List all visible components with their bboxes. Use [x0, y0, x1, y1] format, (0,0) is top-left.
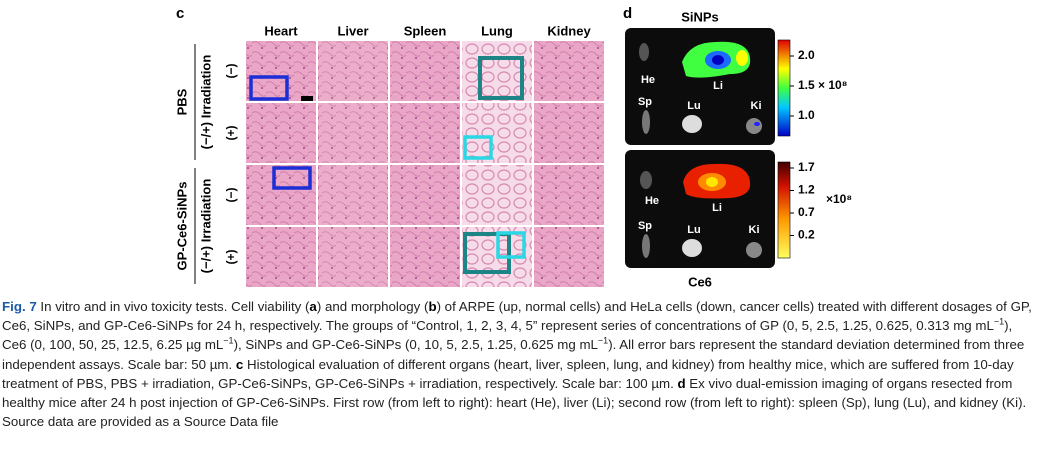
row-label: (−) [224, 63, 238, 78]
histology-image [246, 227, 316, 287]
scale-bar [301, 96, 313, 101]
histology-image [390, 103, 460, 163]
row-label: (+) [224, 249, 238, 264]
caption-part: ). All error bars represent the standard… [2, 337, 1025, 372]
organ-label: Sp [638, 220, 652, 232]
histology-image [390, 227, 460, 287]
caption-part: d [677, 375, 686, 391]
row-label: (+) [224, 125, 238, 140]
histology-image [534, 227, 604, 287]
caption-part: Ex vivo dual-emission imaging of organs … [2, 375, 1027, 430]
caption-part: Histological evaluation of different org… [2, 356, 1014, 391]
highlight-box [478, 56, 524, 100]
organ-label: Lu [687, 100, 700, 112]
caption-part: a [309, 299, 317, 314]
histology-image [318, 165, 388, 225]
column-header: Spleen [404, 23, 447, 38]
highlight-box [496, 231, 526, 259]
colorbar-tick-label: 1.7 [798, 160, 815, 174]
caption-part: Fig. 7 [2, 299, 37, 314]
column-header: Liver [337, 23, 368, 38]
organ-label: Li [712, 202, 722, 214]
histology-image [390, 41, 460, 101]
caption-part: ) of ARPE (up, normal cells) and HeLa ce… [2, 299, 1032, 334]
panel-label: d [623, 5, 632, 22]
condition-label: (−/+) Irradiation [198, 55, 213, 150]
highlight-box [272, 166, 312, 190]
histology-image [318, 41, 388, 101]
histology-grid [246, 41, 604, 287]
caption-part: −1 [993, 316, 1005, 327]
organ-label: Sp [638, 96, 652, 108]
caption-part: ) and morphology ( [316, 299, 429, 314]
organ-label: Ki [751, 100, 762, 112]
colorbar-tick-label: 2.0 [798, 48, 815, 62]
histology-image [462, 103, 532, 163]
histology-image [462, 165, 532, 225]
organ-label: He [641, 74, 655, 86]
panel-label: c [176, 5, 184, 22]
colorbar-tick-label: 1.0 [798, 108, 815, 122]
histology-image [534, 165, 604, 225]
histology-image [318, 227, 388, 287]
group-label: PBS [174, 88, 189, 115]
highlight-box [463, 135, 493, 160]
caption-part: −1 [223, 335, 234, 346]
row-label: (−) [224, 187, 238, 202]
caption-part: In vitro and in vivo toxicity tests. Cel… [36, 299, 310, 314]
histology-image [246, 41, 316, 101]
organ-label: Li [713, 80, 723, 92]
caption-part: −1 [597, 335, 609, 346]
colorbar-tick-label: 1.2 [798, 183, 815, 197]
colorbar-tick-label: 0.7 [798, 205, 815, 219]
colorbar-unit: ×10⁸ [826, 192, 852, 206]
caption-part: b [428, 299, 437, 314]
imaging-bottom [625, 150, 791, 268]
colorbar-tick-label: 0.2 [798, 228, 815, 242]
histology-image [318, 103, 388, 163]
column-header: Kidney [547, 23, 591, 38]
organ-label: He [645, 195, 659, 207]
condition-label: (−/+) Irradiation [198, 179, 213, 274]
caption-part: ), Ce6 (0, 100, 50, 25, 12.5, 6.25 µg mL [2, 318, 1013, 353]
highlight-box [249, 75, 289, 101]
highlight-box [463, 232, 511, 274]
colorbar-tick-label: 1.5 × 10⁸ [798, 78, 847, 92]
imaging-top [625, 28, 791, 145]
histology-image [246, 165, 316, 225]
histology-image [534, 41, 604, 101]
group-label: GP-Ce6-SiNPs [174, 182, 189, 271]
organ-label: Ki [749, 224, 760, 236]
histology-image [534, 103, 604, 163]
organ-label: Lu [687, 224, 700, 236]
caption-part: c [235, 356, 244, 372]
image-title: Ce6 [688, 274, 712, 289]
column-header: Lung [481, 23, 513, 38]
caption: Fig. 7 In vitro and in vivo toxicity tes… [2, 297, 1036, 431]
figure-panels: c d SiNPs Ce6 ×10⁸ Heart Liver Spleen Lung K… [174, 5, 852, 289]
caption-part: ), SiNPs and GP-Ce6-SiNPs (0, 10, 5, 2.5… [233, 337, 598, 353]
histology-image [390, 165, 460, 225]
histology-image [246, 103, 316, 163]
column-header: Heart [264, 23, 298, 38]
image-title: SiNPs [681, 9, 719, 24]
